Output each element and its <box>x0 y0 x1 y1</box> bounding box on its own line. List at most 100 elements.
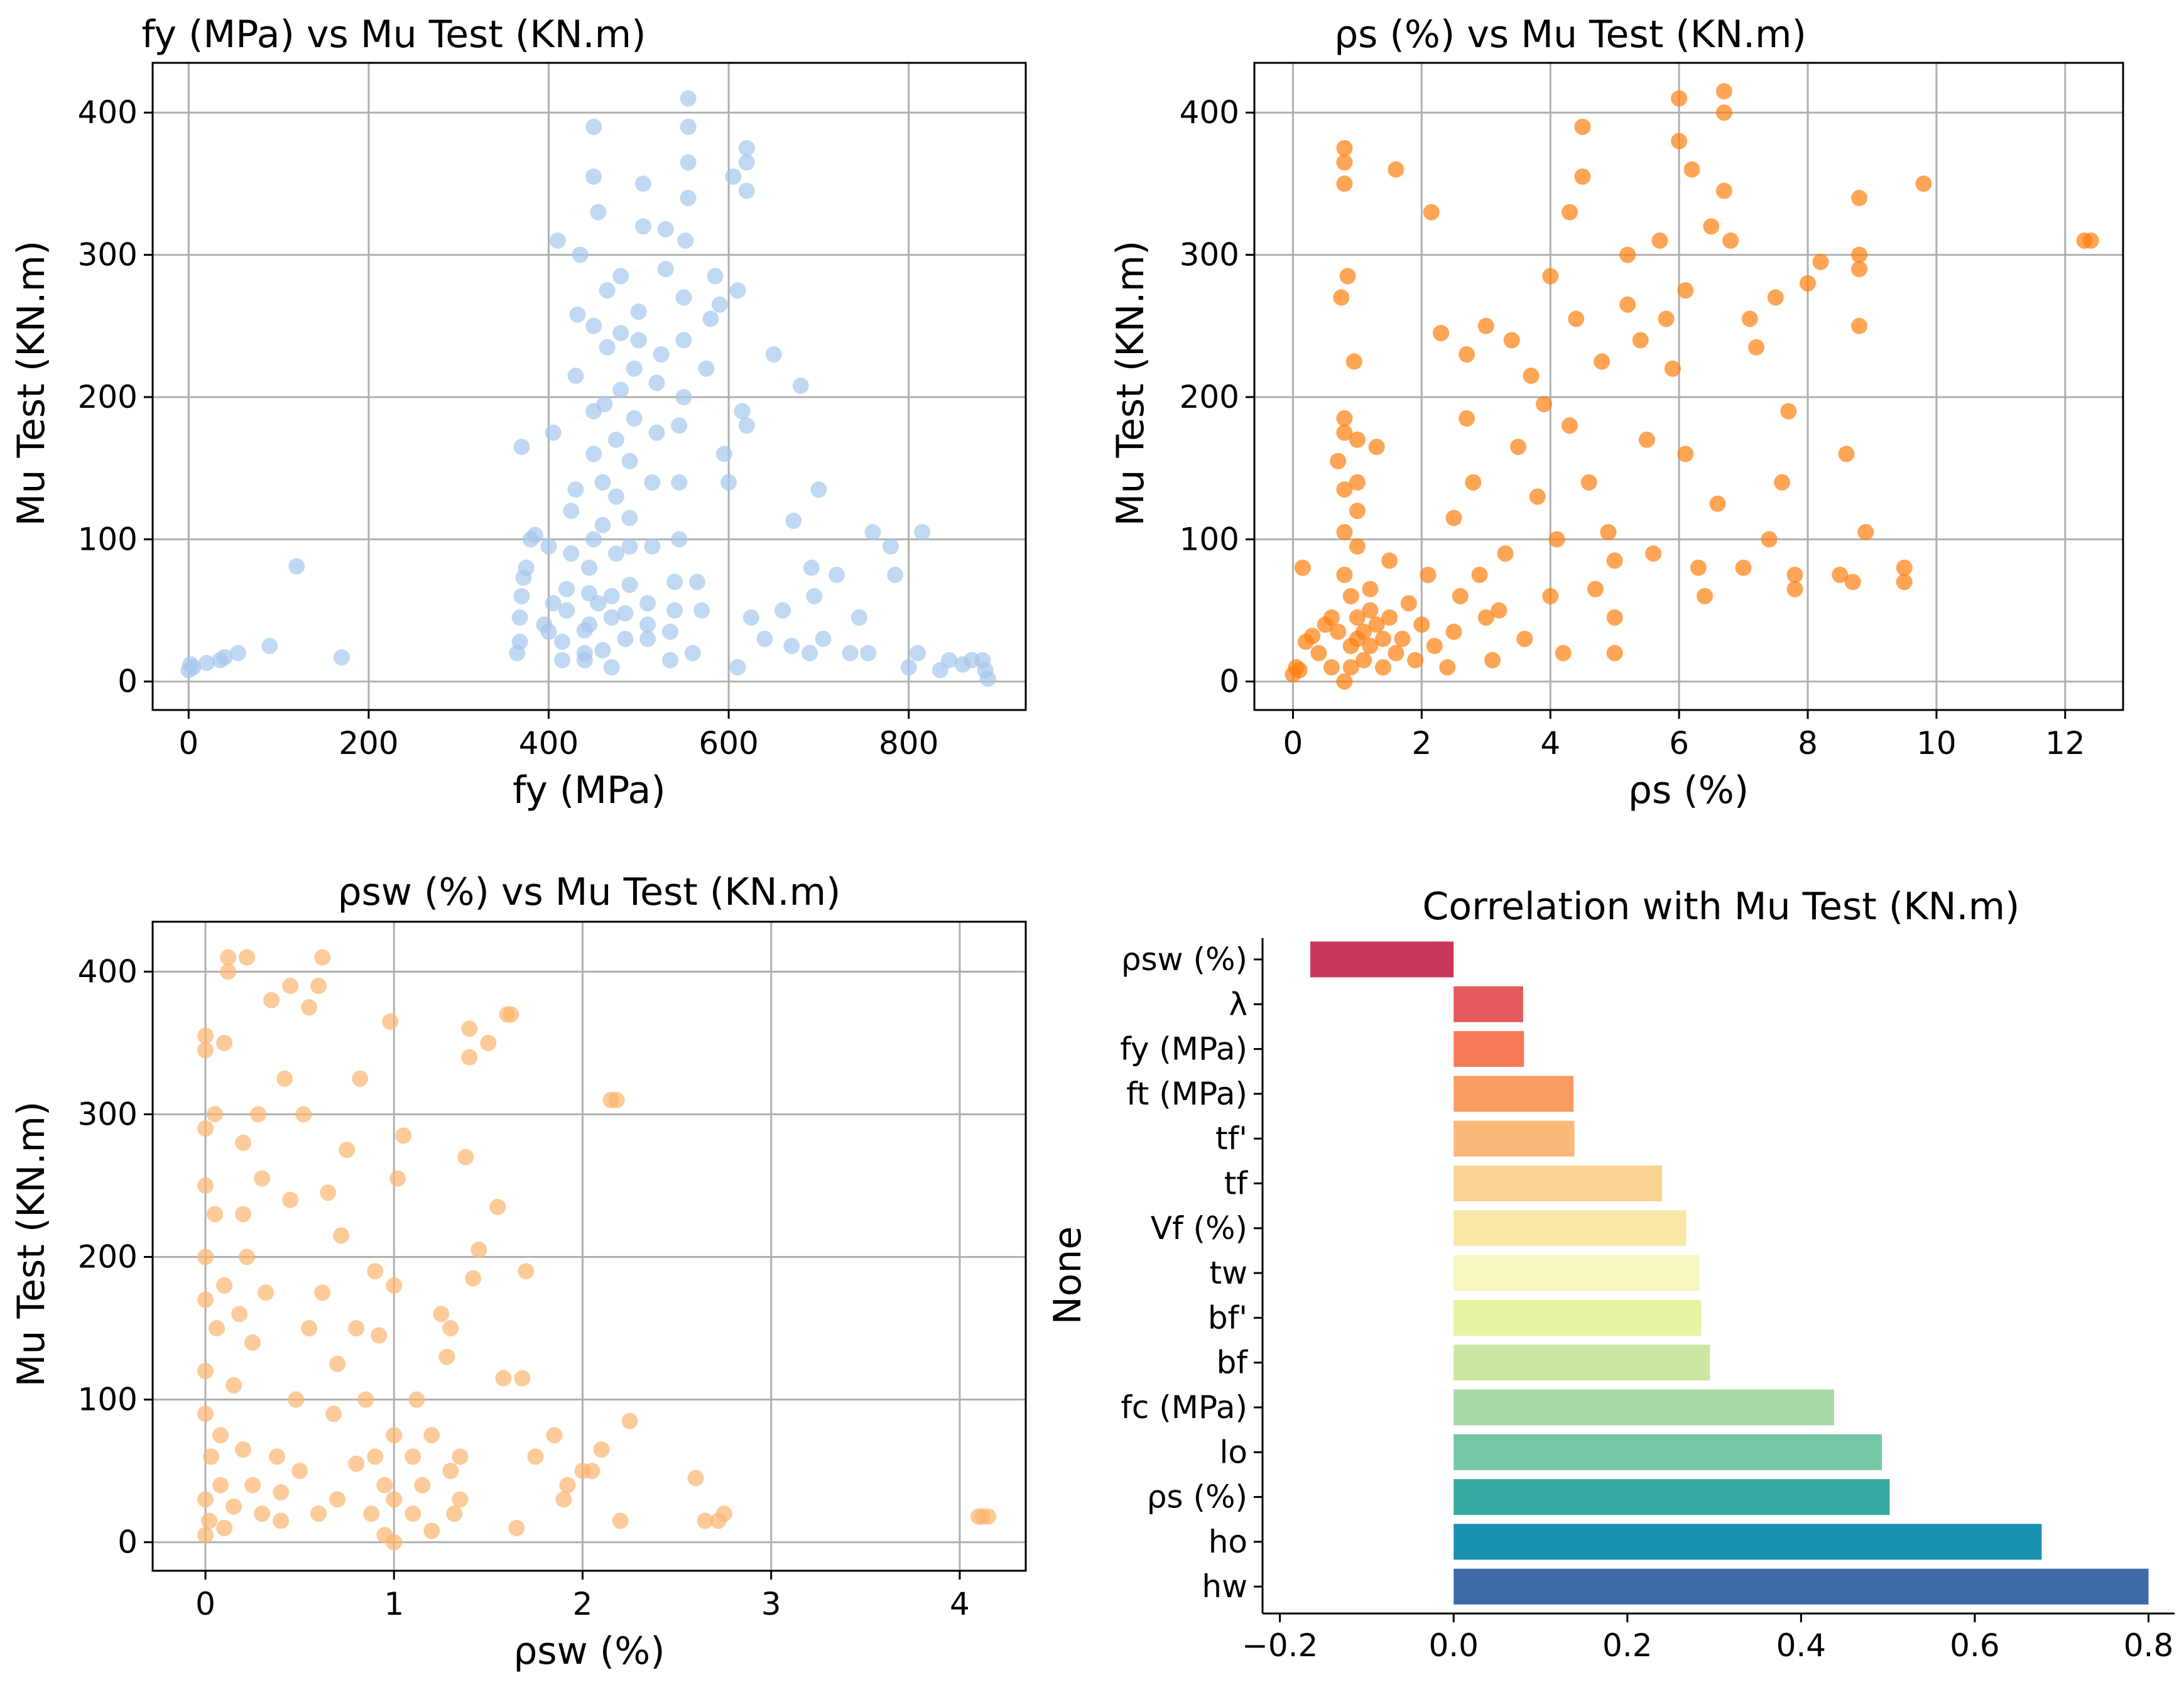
scatter-point <box>1683 161 1700 178</box>
scatter-point <box>596 396 613 413</box>
scatter-point <box>244 1477 261 1493</box>
scatter-point <box>408 1391 425 1408</box>
y-tick-label: 300 <box>1180 237 1239 273</box>
x-tick-label: 3 <box>761 1586 781 1622</box>
scatter-point <box>702 310 719 327</box>
scatter-point <box>263 991 280 1008</box>
chart-3-plot-frame <box>151 920 1027 1572</box>
scatter-point <box>1651 232 1668 249</box>
category-label: tf <box>1224 1166 1249 1202</box>
scatter-point <box>1336 410 1353 427</box>
scatter-point <box>352 1070 369 1087</box>
scatter-point <box>639 630 656 647</box>
scatter-point <box>864 524 881 541</box>
scatter-point <box>320 1184 337 1201</box>
category-label: fc (MPa) <box>1121 1389 1247 1426</box>
scatter-point <box>1561 417 1578 434</box>
x-tick-label: 1 <box>384 1586 404 1622</box>
scatter-point <box>250 1106 267 1123</box>
chart-3-y-label: Mu Test (KN.m) <box>9 1101 53 1387</box>
x-tick-label: 0 <box>1283 725 1303 762</box>
scatter-point <box>1477 317 1494 334</box>
scatter-point <box>1503 332 1520 349</box>
scatter-point <box>1336 424 1353 441</box>
category-label: ft (MPa) <box>1126 1076 1247 1112</box>
scatter-point <box>1407 652 1424 669</box>
scatter-point <box>639 595 656 612</box>
scatter-point <box>367 1448 384 1465</box>
scatter-point <box>842 645 859 662</box>
scatter-point <box>1587 581 1604 598</box>
y-tick-label: 400 <box>1180 94 1239 131</box>
scatter-point <box>395 1127 412 1144</box>
scatter-point <box>1774 474 1791 491</box>
scatter-point <box>1491 602 1508 619</box>
scatter-point <box>261 638 278 655</box>
x-tick-label: 600 <box>698 725 758 762</box>
scatter-point <box>806 587 823 604</box>
y-tick-label: 100 <box>78 1382 138 1418</box>
scatter-point <box>457 1149 474 1166</box>
scatter-point <box>545 595 562 612</box>
scatter-point <box>508 1519 525 1536</box>
category-label: ρs (%) <box>1147 1479 1247 1515</box>
scatter-point <box>1832 566 1849 583</box>
scatter-point <box>207 1106 224 1123</box>
scatter-point <box>461 1020 478 1037</box>
scatter-point <box>514 1370 531 1387</box>
scatter-point <box>1355 623 1372 640</box>
scatter-point <box>734 403 751 420</box>
scatter-point <box>979 1508 996 1525</box>
chart-1-y-label: Mu Test (KN.m) <box>9 241 53 527</box>
y-tick-label: 0 <box>1219 663 1239 700</box>
scatter-point <box>941 652 958 669</box>
scatter-point <box>612 268 629 285</box>
scatter-point <box>1323 659 1340 676</box>
scatter-point <box>829 566 845 583</box>
y-tick-label: 200 <box>1180 379 1239 415</box>
scatter-point <box>585 531 602 548</box>
scatter-point <box>677 232 694 249</box>
chart-1-y-ticks: 0 100 200 300 400 <box>78 94 153 700</box>
scatter-point <box>1336 154 1353 171</box>
scatter-point <box>585 445 602 462</box>
chart-correlation: Correlation with Mu Test (KN.m) ρsw (%) λ… <box>1046 885 2175 1664</box>
scatter-point <box>1542 587 1559 604</box>
scatter-point <box>584 1463 600 1480</box>
scatter-point <box>603 659 620 676</box>
scatter-point <box>1632 332 1649 349</box>
scatter-point <box>1362 602 1379 619</box>
correlation-bar <box>1453 1210 1687 1247</box>
scatter-point <box>254 1170 271 1187</box>
scatter-point <box>470 1242 487 1258</box>
scatter-point <box>687 1470 704 1487</box>
scatter-point <box>1459 410 1475 427</box>
scatter-point <box>1477 609 1494 626</box>
scatter-point <box>1330 623 1347 640</box>
scatter-point <box>1580 474 1597 491</box>
category-label: tf' <box>1215 1120 1247 1157</box>
chart-3-y-ticks: 0 100 200 300 400 <box>78 953 153 1561</box>
scatter-point <box>1294 559 1311 576</box>
scatter-point <box>1333 289 1350 306</box>
scatter-point <box>225 1498 242 1515</box>
scatter-point <box>594 641 611 658</box>
scatter-point <box>555 1491 572 1508</box>
scatter-point <box>693 602 710 619</box>
scatter-point <box>452 1491 469 1508</box>
scatter-point <box>1349 503 1366 520</box>
scatter-point <box>554 633 571 650</box>
scatter-point <box>549 232 566 249</box>
scatter-point <box>235 1134 252 1151</box>
scatter-point <box>559 1477 576 1493</box>
scatter-point <box>621 510 638 527</box>
scatter-point <box>1374 630 1391 647</box>
correlation-bar <box>1453 1166 1663 1201</box>
scatter-point <box>1735 559 1752 576</box>
scatter-point <box>1548 531 1565 548</box>
x-tick-label: 0.2 <box>1602 1627 1653 1664</box>
scatter-point <box>489 1199 506 1216</box>
scatter-point <box>720 474 737 491</box>
scatter-point <box>518 559 535 576</box>
y-tick-label: 300 <box>78 237 138 273</box>
